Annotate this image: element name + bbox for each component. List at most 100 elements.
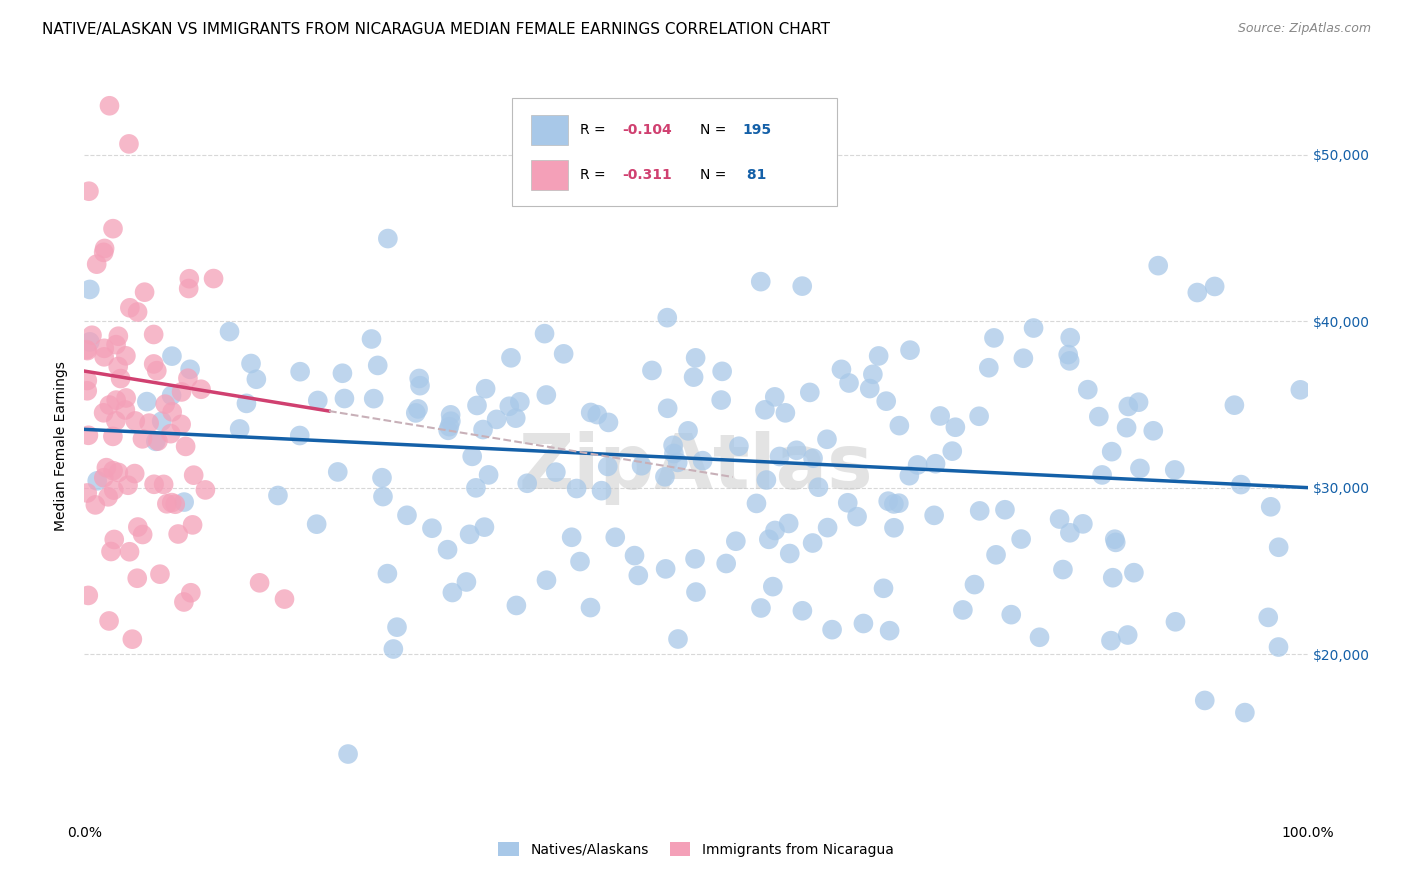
Point [1194, 693, 1216, 707]
Point [984, 548, 1007, 562]
Point [807, 480, 830, 494]
Point [815, 432, 838, 446]
Point [235, 396, 257, 410]
Point [98, 398, 121, 412]
Point [1233, 706, 1256, 720]
Point [240, 357, 263, 371]
Point [382, 642, 405, 657]
Point [536, 573, 558, 587]
Point [1129, 461, 1152, 475]
Point [499, 351, 522, 365]
Text: Source: ZipAtlas.com: Source: ZipAtlas.com [1237, 22, 1371, 36]
Point [118, 136, 141, 151]
Point [337, 747, 360, 761]
Point [395, 508, 418, 523]
Point [174, 439, 197, 453]
Point [458, 527, 481, 541]
Point [943, 420, 966, 434]
Point [146, 364, 169, 378]
Point [749, 275, 772, 289]
Point [146, 434, 169, 448]
Point [77, 589, 100, 603]
Point [1000, 607, 1022, 622]
Point [142, 327, 165, 342]
Point [1223, 398, 1246, 412]
Point [505, 599, 527, 613]
Point [100, 544, 122, 558]
Point [801, 536, 824, 550]
Point [143, 477, 166, 491]
Point [846, 509, 869, 524]
Point [1115, 420, 1137, 434]
Point [786, 443, 808, 458]
Point [474, 382, 496, 396]
Point [683, 552, 706, 566]
Point [441, 585, 464, 599]
Point [179, 271, 201, 285]
Point [883, 497, 905, 511]
Point [1010, 532, 1032, 546]
Point [941, 444, 963, 458]
Point [868, 349, 890, 363]
Point [101, 221, 124, 235]
Point [367, 359, 389, 373]
Point [799, 385, 821, 400]
Point [135, 394, 157, 409]
Point [173, 495, 195, 509]
Point [1059, 331, 1081, 345]
Point [142, 357, 165, 371]
Point [1057, 348, 1080, 362]
Point [93, 350, 115, 364]
Point [149, 567, 172, 582]
Point [245, 372, 267, 386]
Point [1012, 351, 1035, 366]
Point [654, 470, 676, 484]
Point [1091, 467, 1114, 482]
Point [138, 416, 160, 430]
Bar [531, 115, 568, 145]
Point [627, 568, 650, 582]
Point [93, 471, 115, 485]
Point [305, 517, 328, 532]
Point [145, 434, 167, 449]
Text: -0.104: -0.104 [623, 123, 672, 136]
Point [103, 483, 125, 497]
Point [377, 231, 399, 245]
Point [179, 362, 201, 376]
Point [553, 347, 575, 361]
Point [662, 438, 685, 452]
Point [1116, 628, 1139, 642]
Point [1267, 640, 1289, 654]
Point [190, 382, 212, 396]
Point [1204, 279, 1226, 293]
Point [472, 423, 495, 437]
Point [685, 585, 707, 599]
Point [963, 577, 986, 591]
Point [150, 414, 173, 428]
Point [160, 388, 183, 402]
Point [852, 616, 875, 631]
Point [710, 392, 733, 407]
Point [101, 429, 124, 443]
Point [167, 527, 190, 541]
Point [478, 467, 501, 482]
Point [173, 595, 195, 609]
Point [877, 494, 900, 508]
Point [104, 414, 127, 428]
Point [115, 391, 138, 405]
Point [202, 271, 225, 285]
Point [509, 394, 531, 409]
Point [662, 446, 685, 460]
Point [983, 331, 1005, 345]
Point [371, 490, 394, 504]
Point [437, 423, 460, 437]
Point [98, 99, 121, 113]
Point [889, 418, 911, 433]
Point [405, 406, 427, 420]
Point [754, 402, 776, 417]
Point [1059, 354, 1081, 368]
Bar [531, 160, 568, 190]
Point [1099, 633, 1122, 648]
Point [817, 520, 839, 534]
Point [598, 416, 620, 430]
